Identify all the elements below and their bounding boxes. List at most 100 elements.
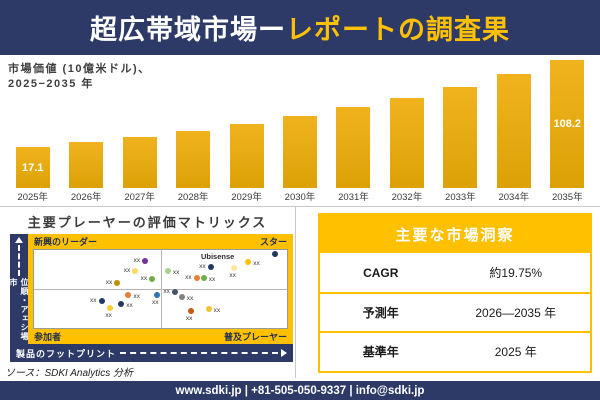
- bar-column: 17.1 2025年: [6, 147, 60, 204]
- bar-column: 108.2 2035年: [541, 60, 595, 204]
- player-dot: xx: [125, 291, 140, 300]
- dot-marker: [187, 308, 194, 315]
- chart-axis-label: 市場価値 (10億米ドル)、 2025−2035 年: [8, 62, 151, 92]
- dot-marker: [153, 291, 160, 298]
- dot-marker: [164, 267, 171, 274]
- dot-marker: [200, 275, 207, 282]
- dashed-line-vertical: [18, 245, 20, 277]
- matrix-top-band: 新興のリーダー スター: [28, 234, 293, 249]
- dot-label: xx: [213, 306, 221, 314]
- insights-table-row: 予測年 2026—2035 年: [320, 292, 590, 331]
- quadrant-label-participants: 参加者: [34, 332, 62, 342]
- player-matrix-panel: 主要プレーヤーの評価マトリックス 位順・アェシ場市 製品のフットプリント 新興の…: [0, 207, 296, 379]
- dot-marker: [193, 275, 200, 282]
- company-annotation: Ubisense: [200, 252, 235, 262]
- bar: [332, 107, 381, 193]
- bar-value-label: 17.1: [22, 161, 44, 174]
- player-dot: xx: [163, 288, 178, 295]
- bar-column: 2027年: [113, 137, 167, 204]
- chart-axis-label-line2: 2025−2035 年: [8, 78, 94, 90]
- bar-column: 2032年: [380, 98, 434, 204]
- dot-marker: [171, 288, 178, 295]
- dot-marker: [178, 293, 185, 300]
- matrix-chart: 位順・アェシ場市 製品のフットプリント 新興のリーダー スター xx xx xx x: [9, 234, 293, 362]
- market-insights-panel: 主要な市場洞察 CAGR 約19.75% 予測年 2026—2035 年基準年 2025…: [297, 207, 600, 378]
- dot-label: xx: [186, 294, 194, 302]
- quadrant-label-star: スター: [259, 237, 287, 247]
- x-axis-tick-label: 2025年: [17, 192, 49, 203]
- bar-value-label: 108.2: [553, 118, 582, 130]
- dot-marker: [98, 297, 105, 304]
- dot-label: xx: [105, 311, 112, 319]
- dot-label: xx: [208, 276, 216, 284]
- insight-value: 約19.75%: [489, 266, 543, 280]
- player-dot: [272, 250, 279, 257]
- x-axis-tick-label: 2032年: [391, 192, 423, 203]
- player-dot: xx: [185, 274, 200, 282]
- market-value-bar-chart: 市場価値 (10億米ドル)、 2025−2035 年 17.1 2025年 2026…: [0, 55, 600, 207]
- dot-label: xx: [133, 256, 141, 264]
- x-axis-tick-label: 2033年: [445, 192, 476, 203]
- footer-contact-text: www.sdki.jp | +81-505-050-9337 | info@sd…: [175, 384, 425, 397]
- player-dot: xx: [106, 279, 121, 287]
- chart-axis-label-line1: 市場価値 (10億米ドル)、: [8, 63, 151, 75]
- player-dot: xx: [164, 267, 179, 276]
- player-dot: xx: [105, 304, 114, 319]
- player-dot: xx: [124, 267, 139, 275]
- player-dot: xx: [186, 308, 194, 322]
- bar-column: 2034年: [487, 74, 541, 204]
- dot-marker: [125, 291, 132, 298]
- bar: [278, 116, 327, 193]
- bar: [439, 87, 488, 193]
- dot-label: xx: [172, 268, 180, 276]
- dot-marker: [149, 276, 156, 283]
- player-dot: xx: [134, 257, 149, 264]
- insights-table-row: CAGR 約19.75%: [320, 253, 590, 292]
- bar-column: 2028年: [166, 131, 221, 204]
- dot-label: xx: [90, 296, 97, 304]
- dot-label: xx: [199, 262, 206, 270]
- dot-label: xx: [123, 267, 131, 275]
- dot-marker: [205, 305, 212, 312]
- dot-label: xx: [105, 279, 113, 287]
- dot-label: xx: [133, 292, 140, 300]
- player-dot: xx: [205, 305, 220, 314]
- bar-column: 2029年: [220, 124, 274, 204]
- page-title-part1: 超広帯域市場ー: [90, 15, 286, 45]
- dot-marker: [107, 304, 114, 311]
- insight-label: 基準年: [362, 345, 399, 359]
- page-title-part2: レポートの調査果: [286, 15, 510, 45]
- player-dot: xx: [199, 263, 214, 270]
- insight-value: 2026—2035 年: [475, 306, 557, 320]
- x-axis-tick-label: 2030年: [284, 192, 316, 203]
- player-dot: xx: [245, 258, 260, 267]
- matrix-x-axis: 製品のフットプリント: [10, 344, 293, 362]
- arrow-up-icon: [15, 237, 23, 243]
- source-note: ソース：SDKI Analytics 分析: [5, 368, 134, 379]
- insights-table-body: CAGR 約19.75% 予測年 2026—2035 年基準年 2025 年: [320, 253, 590, 370]
- bar: [65, 142, 114, 193]
- player-dot: xx: [229, 264, 238, 279]
- page-header: 超広帯域市場ー レポートの調査果: [0, 0, 600, 55]
- dot-label: xx: [140, 275, 148, 283]
- bar: 17.1: [11, 147, 60, 193]
- insight-value: 2025 年: [494, 345, 537, 359]
- player-dot: xx: [200, 275, 215, 283]
- matrix-plot-area: xx xx xx xx xx xx xx xx xx xx xx xx xx xx xx xx xx xx xx Ub…: [33, 249, 288, 329]
- matrix-y-axis-label: 位順・アェシ場市: [9, 278, 29, 342]
- x-axis-tick-label: 2026年: [70, 192, 102, 203]
- arrow-right-icon: [281, 349, 287, 357]
- player-dot: xx: [90, 297, 105, 304]
- dot-label: xx: [163, 287, 170, 295]
- dot-marker: [132, 268, 139, 275]
- dot-label: xx: [185, 274, 192, 282]
- matrix-title: 主要プレーヤーの評価マトリックス: [27, 215, 268, 230]
- insights-table-title: 主要な市場洞察: [320, 215, 590, 253]
- bar-series: 17.1 2025年 2026年 2027年 2028年 2029年 2030年 2031年 2…: [6, 60, 595, 204]
- bar: [172, 131, 221, 193]
- dot-marker: [272, 250, 279, 257]
- bar: [225, 124, 274, 193]
- dot-marker: [114, 280, 121, 287]
- dot-label: xx: [151, 298, 159, 306]
